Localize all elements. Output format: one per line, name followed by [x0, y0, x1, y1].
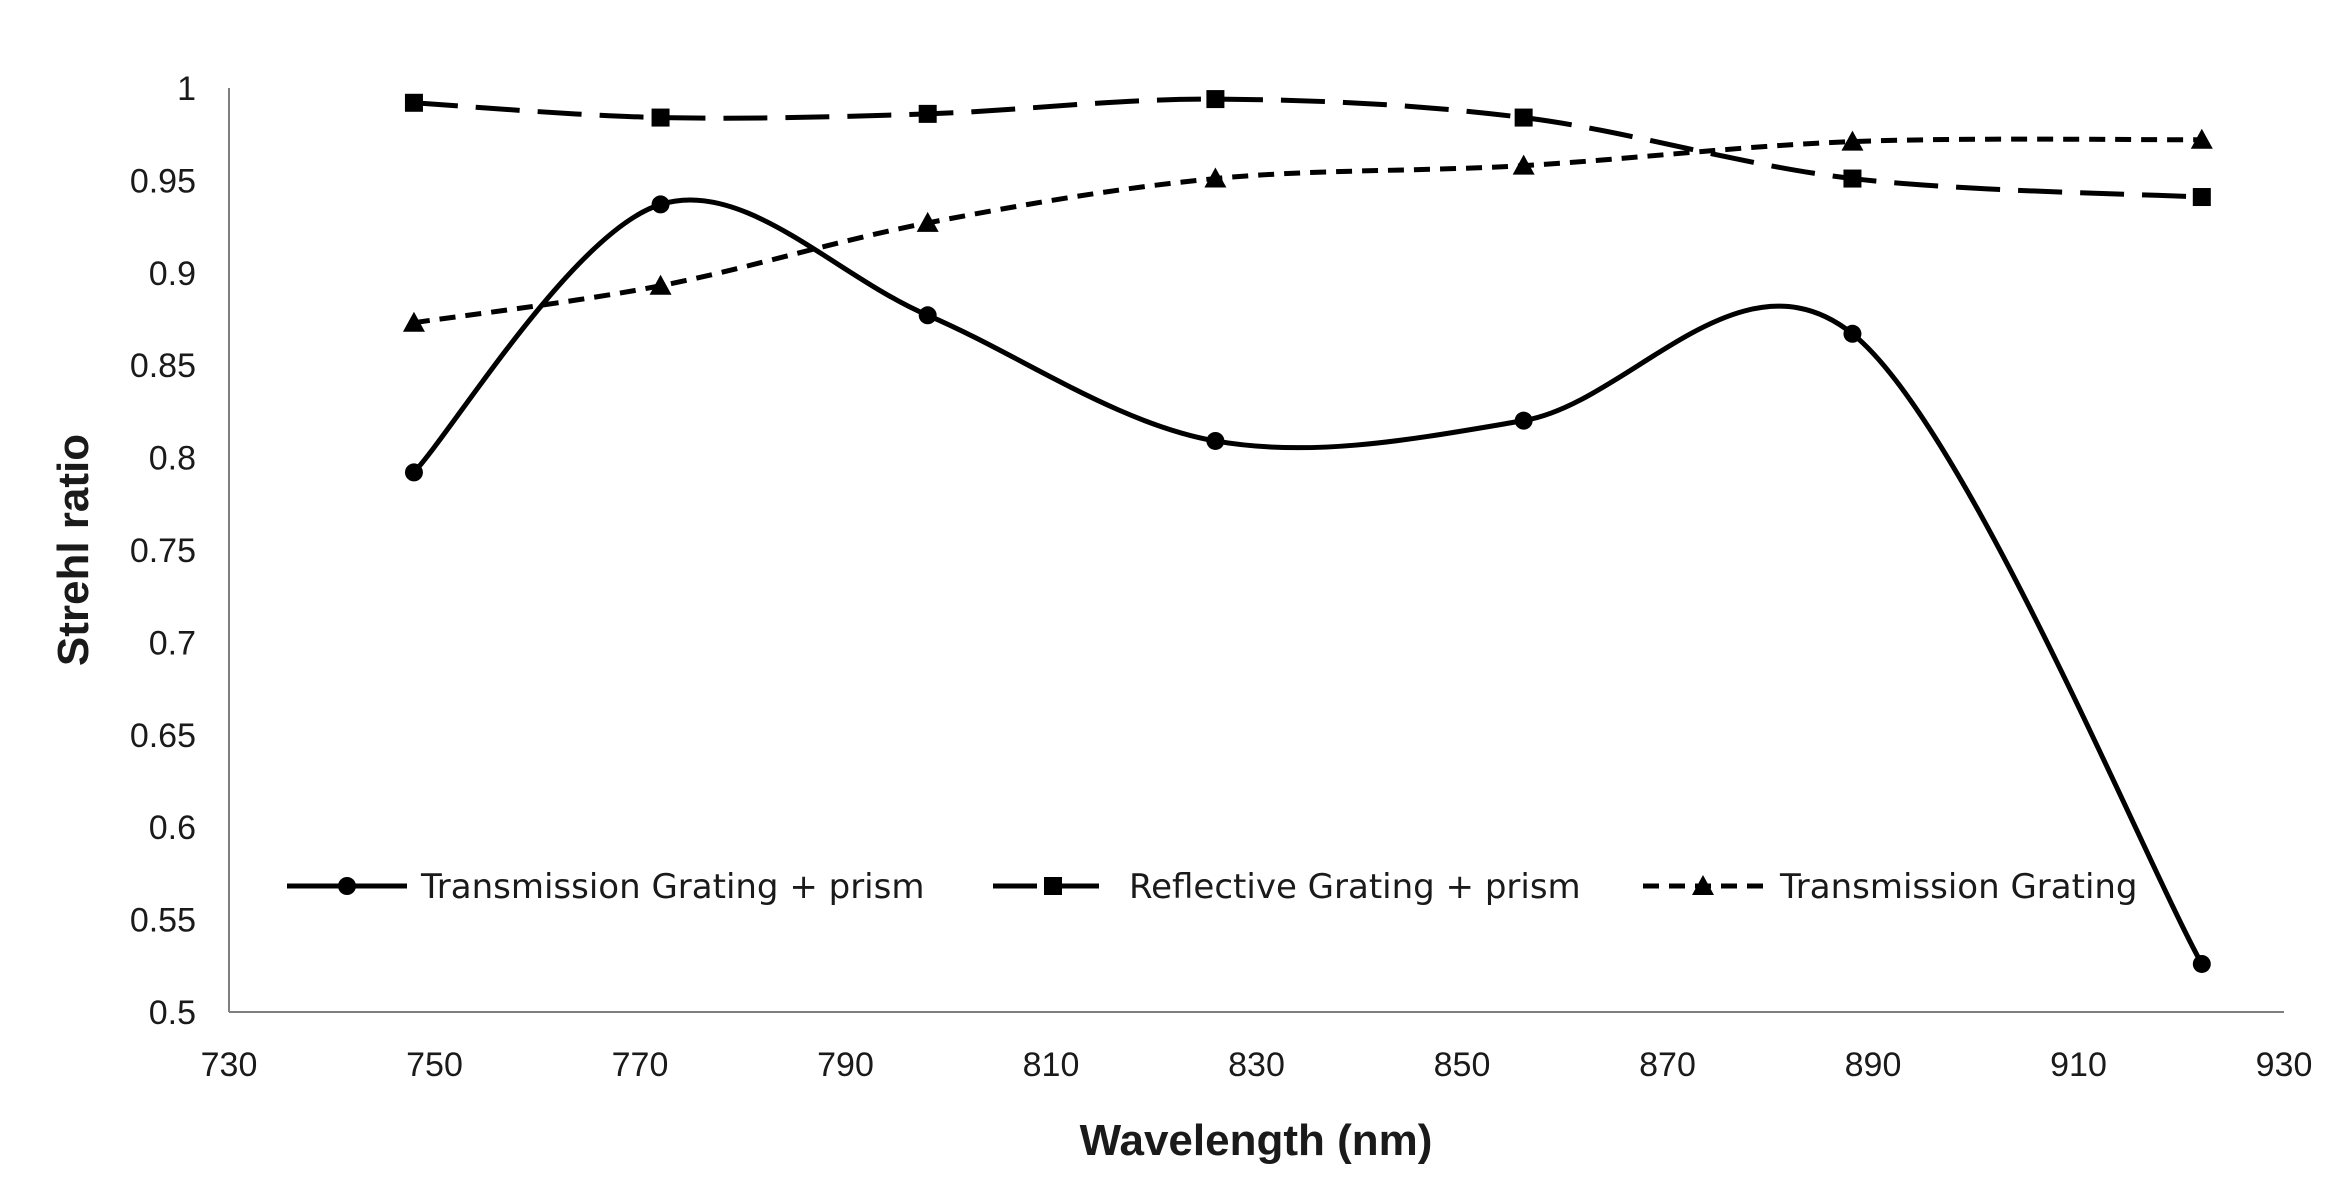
data-point-transmission-grating-prism	[651, 195, 670, 214]
y-tick-label: 0.75	[130, 532, 196, 570]
y-axis-title: Strehl ratio	[49, 434, 98, 666]
x-tick-label: 750	[406, 1046, 463, 1084]
data-point-transmission-grating	[402, 311, 425, 332]
data-point-reflective-grating-prism	[651, 108, 670, 127]
y-tick-label: 0.85	[130, 347, 196, 385]
legend-item-transmission-grating: Transmission Grating	[1643, 867, 2138, 907]
y-tick-label: 1	[177, 70, 196, 108]
legend-swatch-marker	[338, 877, 356, 895]
legend-label: Reflective Grating + prism	[1129, 867, 1581, 907]
y-tick-label: 0.95	[130, 162, 196, 200]
data-point-transmission-grating	[1204, 167, 1227, 188]
data-point-transmission-grating	[2190, 128, 2213, 149]
y-tick-label: 0.9	[149, 255, 196, 293]
y-tick-label: 0.8	[149, 440, 196, 478]
series-line-transmission-grating-prism	[412, 197, 2204, 966]
y-tick-label: 0.5	[149, 994, 196, 1032]
data-point-transmission-grating	[1512, 154, 1535, 175]
x-tick-label: 910	[2050, 1046, 2107, 1084]
legend: Transmission Grating + prism Reflective G…	[287, 867, 2138, 907]
x-axis-ticks: 730 750 770 790 810 830 850 870 890 910 930	[201, 1046, 2313, 1084]
axes	[228, 88, 2284, 1013]
series-transmission-grating-prism	[404, 195, 2211, 973]
data-point-transmission-grating	[649, 274, 672, 295]
x-tick-label: 850	[1434, 1046, 1491, 1084]
data-point-reflective-grating-prism	[1206, 90, 1225, 109]
data-point-reflective-grating-prism	[1843, 169, 1862, 188]
legend-swatch-marker	[1692, 875, 1714, 895]
x-tick-label: 810	[1023, 1046, 1080, 1084]
series-reflective-grating-prism	[404, 90, 2211, 207]
data-point-transmission-grating	[916, 211, 939, 232]
x-tick-label: 870	[1639, 1046, 1696, 1084]
data-point-reflective-grating-prism	[404, 93, 423, 112]
x-tick-label: 890	[1845, 1046, 1902, 1084]
data-point-reflective-grating-prism	[918, 104, 937, 123]
data-point-transmission-grating-prism	[1206, 431, 1225, 450]
x-tick-label: 830	[1228, 1046, 1285, 1084]
x-axis-title: Wavelength (nm)	[1080, 1116, 1433, 1165]
data-point-transmission-grating-prism	[1514, 411, 1533, 430]
series-line-transmission-grating	[413, 136, 2202, 326]
data-point-transmission-grating-prism	[2192, 954, 2211, 973]
y-axis-ticks: 0.5 0.55 0.6 0.65 0.7 0.75 0.8 0.85 0.9 0.95 1	[130, 70, 196, 1032]
legend-swatch-marker	[1044, 877, 1062, 895]
x-tick-label: 770	[612, 1046, 669, 1084]
legend-item-reflective-grating-prism: Reflective Grating + prism	[993, 867, 1581, 907]
y-tick-label: 0.7	[149, 624, 196, 662]
data-point-transmission-grating-prism	[918, 306, 937, 325]
y-tick-label: 0.6	[149, 809, 196, 847]
legend-item-transmission-grating-prism: Transmission Grating + prism	[287, 867, 924, 907]
data-point-transmission-grating-prism	[404, 463, 423, 482]
legend-label: Transmission Grating	[1779, 867, 2138, 907]
y-tick-label: 0.55	[130, 902, 196, 940]
series-transmission-grating	[402, 128, 2213, 332]
legend-label: Transmission Grating + prism	[420, 867, 924, 907]
data-point-transmission-grating-prism	[1843, 324, 1862, 343]
x-tick-label: 730	[201, 1046, 258, 1084]
y-tick-label: 0.65	[130, 717, 196, 755]
data-point-reflective-grating-prism	[1514, 108, 1533, 127]
x-tick-label: 790	[817, 1046, 874, 1084]
series-layer	[402, 90, 2213, 973]
x-tick-label: 930	[2256, 1046, 2313, 1084]
series-line-reflective-grating-prism	[413, 96, 2202, 200]
data-point-reflective-grating-prism	[2192, 188, 2211, 207]
data-point-transmission-grating	[1841, 130, 1864, 151]
